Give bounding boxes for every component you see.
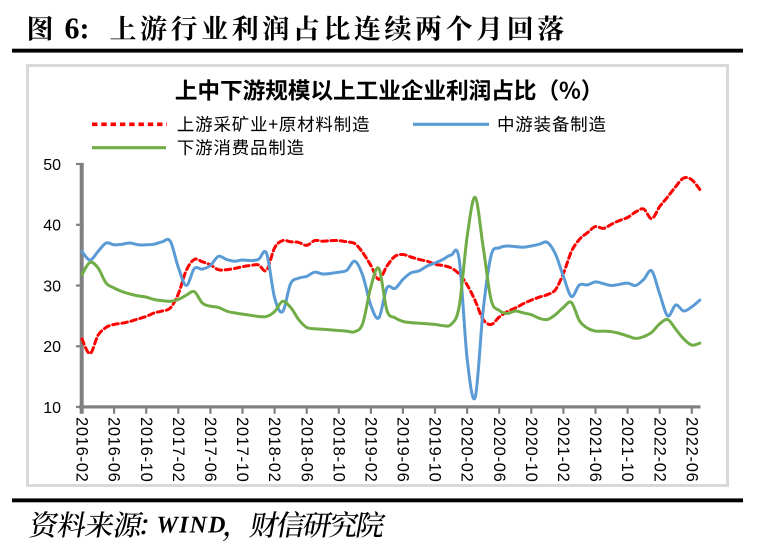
svg-text:2018-10: 2018-10 <box>329 417 347 482</box>
svg-text:2021-06: 2021-06 <box>586 417 604 482</box>
svg-text:2018-06: 2018-06 <box>297 417 315 482</box>
svg-text:2017-10: 2017-10 <box>233 417 251 482</box>
svg-text:2022-02: 2022-02 <box>650 417 668 482</box>
svg-text:2021-10: 2021-10 <box>618 417 636 482</box>
svg-text:2017-06: 2017-06 <box>201 417 219 482</box>
svg-text:2019-06: 2019-06 <box>394 417 412 482</box>
svg-text:50: 50 <box>43 157 61 174</box>
svg-text:2019-02: 2019-02 <box>362 417 380 482</box>
svg-text:2017-02: 2017-02 <box>169 417 187 482</box>
svg-text:2019-10: 2019-10 <box>426 417 444 482</box>
svg-text:2016-10: 2016-10 <box>137 417 155 482</box>
svg-text:2018-02: 2018-02 <box>265 417 283 482</box>
svg-text:2020-06: 2020-06 <box>490 417 508 482</box>
svg-text:2021-02: 2021-02 <box>554 417 572 482</box>
svg-text:2020-02: 2020-02 <box>458 417 476 482</box>
svg-text:2022-06: 2022-06 <box>682 417 700 482</box>
svg-text:20: 20 <box>43 339 61 356</box>
svg-text:2020-10: 2020-10 <box>522 417 540 482</box>
svg-text:40: 40 <box>43 218 61 235</box>
svg-text:2016-06: 2016-06 <box>105 417 123 482</box>
svg-text:30: 30 <box>43 278 61 295</box>
svg-text:2016-02: 2016-02 <box>73 417 91 482</box>
svg-text:10: 10 <box>43 400 61 417</box>
